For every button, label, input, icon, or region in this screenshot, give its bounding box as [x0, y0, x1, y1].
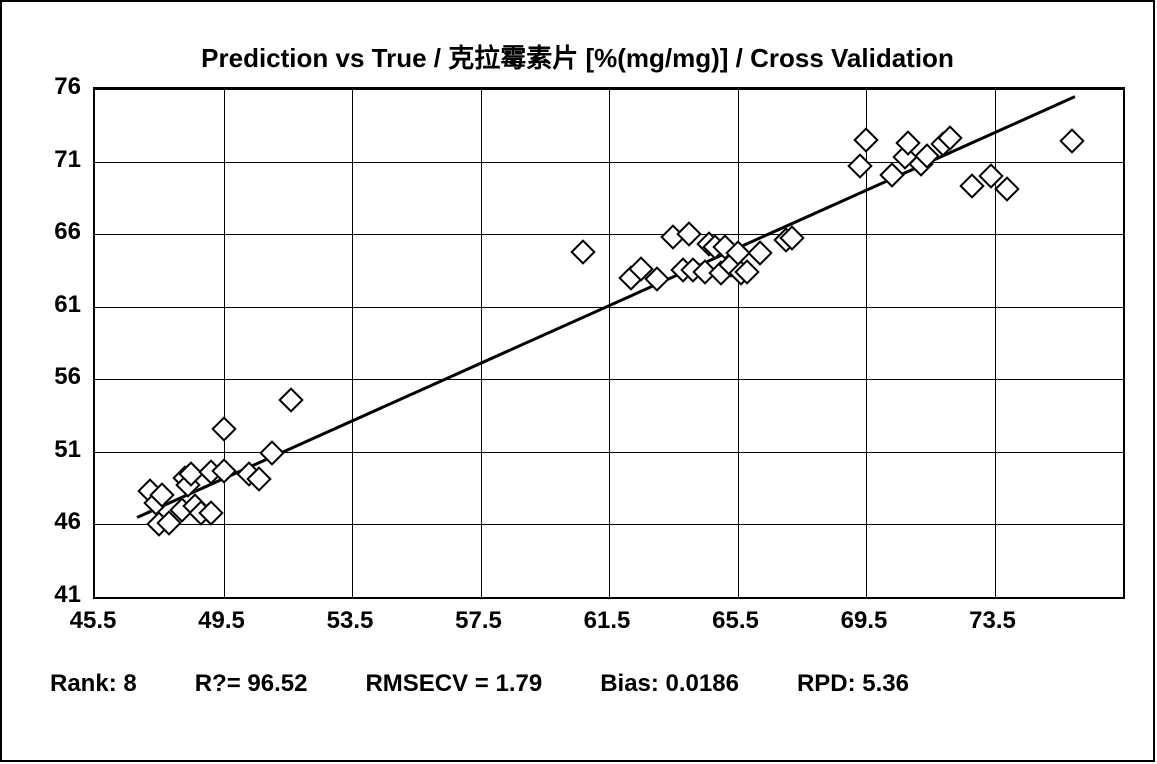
x-tick-label: 65.5 [712, 607, 759, 635]
x-tick-label: 53.5 [327, 607, 374, 635]
data-marker [853, 127, 878, 152]
grid-line-h [95, 524, 1123, 525]
x-tick-label: 69.5 [841, 607, 888, 635]
chart-frame: Prediction vs True / 克拉霉素片 [%(mg/mg)] / … [0, 0, 1155, 762]
y-tick-label: 56 [41, 363, 81, 391]
grid-line-h [95, 162, 1123, 163]
data-marker [1059, 129, 1084, 154]
stat-rmsecv: RMSECV = 1.79 [365, 670, 542, 698]
y-tick-label: 41 [41, 581, 81, 609]
data-marker [211, 416, 236, 441]
y-tick-label: 51 [41, 436, 81, 464]
x-tick-label: 45.5 [70, 607, 117, 635]
grid-line-v [995, 89, 996, 597]
data-marker [747, 240, 772, 265]
grid-line-v [224, 89, 225, 597]
x-tick-label: 61.5 [584, 607, 631, 635]
stat-rpd: RPD: 5.36 [797, 670, 909, 698]
grid-line-v [609, 89, 610, 597]
grid-line-v [481, 89, 482, 597]
y-tick-label: 66 [41, 218, 81, 246]
y-tick-label: 71 [41, 146, 81, 174]
y-tick-label: 61 [41, 291, 81, 319]
grid-line-v [738, 89, 739, 597]
grid-line-v [352, 89, 353, 597]
y-tick-label: 46 [41, 508, 81, 536]
data-marker [278, 387, 303, 412]
stat-bias: Bias: 0.0186 [600, 670, 739, 698]
chart-title: Prediction vs True / 克拉霉素片 [%(mg/mg)] / … [2, 38, 1153, 75]
grid-line-h [95, 234, 1123, 235]
stats-line: Rank: 8 R?= 96.52 RMSECV = 1.79 Bias: 0.… [50, 670, 909, 698]
grid-line-h [95, 379, 1123, 380]
y-tick-label: 76 [41, 73, 81, 101]
plot-area [93, 87, 1125, 599]
stat-rank: Rank: 8 [50, 670, 137, 698]
data-marker [571, 239, 596, 264]
data-marker [847, 153, 872, 178]
x-tick-label: 73.5 [969, 607, 1016, 635]
grid-line-h [95, 89, 1123, 90]
grid-line-h [95, 452, 1123, 453]
x-tick-label: 49.5 [198, 607, 245, 635]
x-tick-label: 57.5 [455, 607, 502, 635]
stat-r2: R?= 96.52 [195, 670, 308, 698]
